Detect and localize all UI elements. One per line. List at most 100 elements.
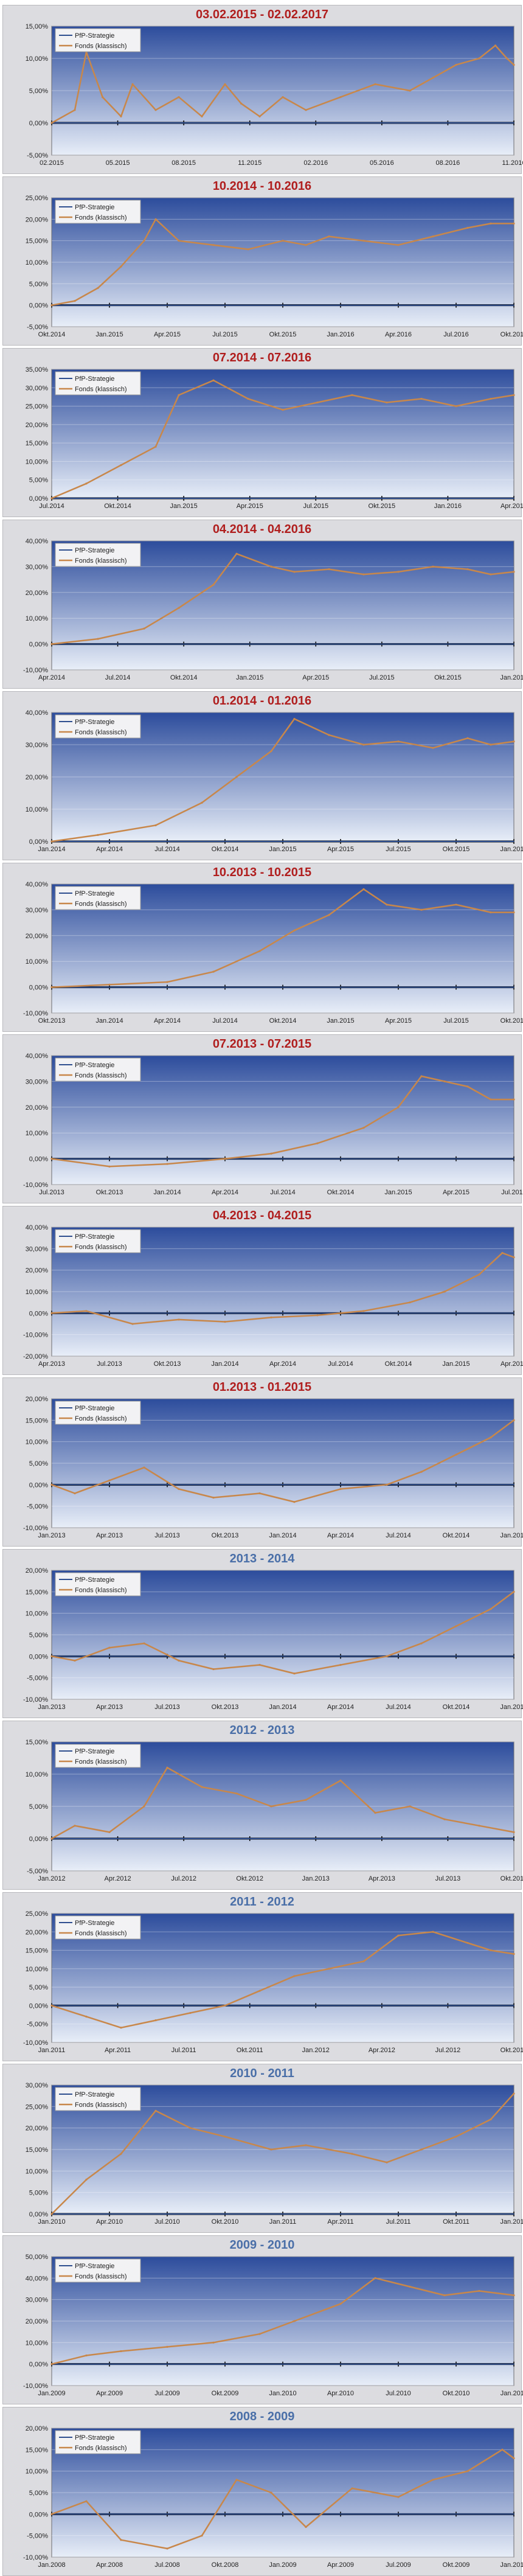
y-tick-label: 15,00% <box>26 2446 49 2454</box>
fund-data-point <box>50 2213 53 2215</box>
y-tick-label: 25,00% <box>26 403 49 411</box>
x-tick-label: Okt.2012 <box>500 2047 523 2054</box>
y-tick-label: 40,00% <box>26 1053 49 1060</box>
fund-data-point <box>513 911 515 914</box>
x-tick-label: Jul.2013 <box>435 1875 461 1882</box>
legend: PfP-Strategie Fonds (klassisch) <box>55 1057 141 1082</box>
fund-data-point <box>351 394 353 396</box>
x-tick-label: Apr.2014 <box>269 1360 296 1368</box>
y-tick-label: 20,00% <box>26 1104 49 1112</box>
fund-data-point <box>154 218 157 220</box>
fund-data-point <box>224 2004 226 2007</box>
fund-data-point <box>513 571 515 573</box>
legend-fund-label: Fonds (klassisch) <box>75 900 127 908</box>
fund-data-point <box>235 2479 238 2481</box>
fund-data-point <box>466 1085 469 1088</box>
fund-data-point <box>74 1659 76 1662</box>
y-tick-label: -5,00% <box>27 2021 48 2028</box>
fund-data-point <box>466 568 469 571</box>
fund-data-point <box>513 1419 515 1421</box>
fund-data-point <box>97 834 99 836</box>
fund-data-point <box>50 497 53 500</box>
strategy-data-point <box>513 1312 514 1314</box>
fund-data-point <box>362 1127 365 1129</box>
line-chart: 40,00%30,00%20,00%10,00%0,00%-10,00%Jul.… <box>23 1053 523 1196</box>
fund-data-point <box>212 2341 215 2344</box>
x-tick-label: Jul.2010 <box>386 2390 411 2397</box>
chart-title: 03.02.2015 - 02.02.2017 <box>196 8 328 21</box>
y-tick-label: 10,00% <box>26 458 49 465</box>
legend: PfP-Strategie Fonds (klassisch) <box>55 2087 141 2111</box>
y-tick-label: -10,00% <box>23 2554 48 2561</box>
fund-data-point <box>224 2136 226 2138</box>
x-tick-label: Apr.2015 <box>327 846 354 853</box>
fund-data-point <box>85 2500 88 2502</box>
y-tick-label: 15,00% <box>26 2146 49 2154</box>
fund-data-point <box>85 2354 88 2357</box>
fund-data-point <box>432 2479 434 2481</box>
fund-data-point <box>478 1825 480 1827</box>
fund-data-point <box>108 1479 111 1481</box>
y-tick-label: 20,00% <box>26 2318 49 2325</box>
y-tick-label: -5,00% <box>27 1503 48 1511</box>
y-tick-label: 20,00% <box>26 216 49 223</box>
line-chart: 40,00% 30,00% 20,00% 10,00% 0,00%Jan.2014 Apr… <box>26 709 523 853</box>
legend-box <box>55 1057 141 1082</box>
fund-data-point <box>455 903 457 906</box>
legend-fund-label: Fonds (klassisch) <box>75 1072 127 1079</box>
fund-data-point <box>120 2027 122 2029</box>
fund-data-point <box>189 2011 192 2014</box>
strategy-data-point <box>513 1838 514 1839</box>
fund-data-point <box>466 737 469 739</box>
x-tick-label: 02.2015 <box>40 159 64 167</box>
x-tick-label: Apr.2008 <box>96 2561 123 2569</box>
y-tick-label: -10,00% <box>23 1525 48 1532</box>
legend-strategy-label: PfP-Strategie <box>75 1062 114 1069</box>
legend: PfP-Strategie Fonds (klassisch) <box>55 2430 141 2454</box>
legend: PfP-Strategie Fonds (klassisch) <box>55 1229 141 1253</box>
fund-data-point <box>501 2448 504 2451</box>
y-tick-label: 5,00% <box>29 1803 48 1811</box>
fund-data-point <box>50 2363 53 2365</box>
fund-data-point <box>362 743 365 746</box>
fund-data-point <box>305 1798 307 1801</box>
x-tick-label: Jul.2015 <box>501 1189 523 1196</box>
fund-series-line <box>51 2449 514 2550</box>
y-tick-label: 15,00% <box>26 1948 49 1955</box>
y-tick-label: 5,00% <box>29 1984 48 1991</box>
x-tick-label: Jul.2015 <box>303 503 328 510</box>
fund-data-point <box>316 401 319 404</box>
fund-data-point <box>362 1310 365 1312</box>
x-tick-label: Okt.2011 <box>237 2047 263 2054</box>
legend-strategy-label: PfP-Strategie <box>75 1405 114 1412</box>
y-tick-label: 30,00% <box>26 2082 49 2089</box>
fund-data-point <box>166 2547 168 2550</box>
x-tick-label: Okt.2016 <box>500 331 523 338</box>
legend-box <box>55 1915 141 1940</box>
x-tick-label: Okt.2014 <box>212 846 239 853</box>
y-tick-label: 0,00% <box>29 2361 48 2369</box>
x-tick-label: Okt.2013 <box>154 1360 181 1368</box>
x-tick-label: Jan.2012 <box>38 1875 65 1882</box>
y-tick-label: 10,00% <box>26 1439 49 1446</box>
fund-data-point <box>282 240 284 242</box>
fund-data-point <box>513 1098 515 1101</box>
y-tick-label: 0,00% <box>29 2511 48 2518</box>
fund-data-point <box>120 464 122 467</box>
y-tick-label: 15,00% <box>26 1417 49 1424</box>
fund-data-point <box>316 1314 319 1317</box>
legend-box <box>55 1229 141 1253</box>
x-tick-label: Jul.2015 <box>369 674 395 681</box>
fund-data-point <box>513 394 515 396</box>
fund-data-point <box>490 573 492 576</box>
fund-data-point <box>212 970 215 973</box>
x-tick-label: Jul.2013 <box>154 1704 180 1711</box>
fund-data-point <box>212 379 215 381</box>
line-chart: 50,00% 40,00% 30,00% 20,00% 10,00% 0,00% -10,0… <box>23 2254 523 2397</box>
x-tick-label: Apr.2014 <box>154 1017 181 1025</box>
y-tick-label: 20,00% <box>26 1396 49 1403</box>
fund-data-point <box>50 1158 53 1160</box>
legend: PfP-Strategie Fonds (klassisch) <box>55 1401 141 1425</box>
fund-data-point <box>513 1256 515 1259</box>
y-tick-label: 30,00% <box>26 385 49 392</box>
